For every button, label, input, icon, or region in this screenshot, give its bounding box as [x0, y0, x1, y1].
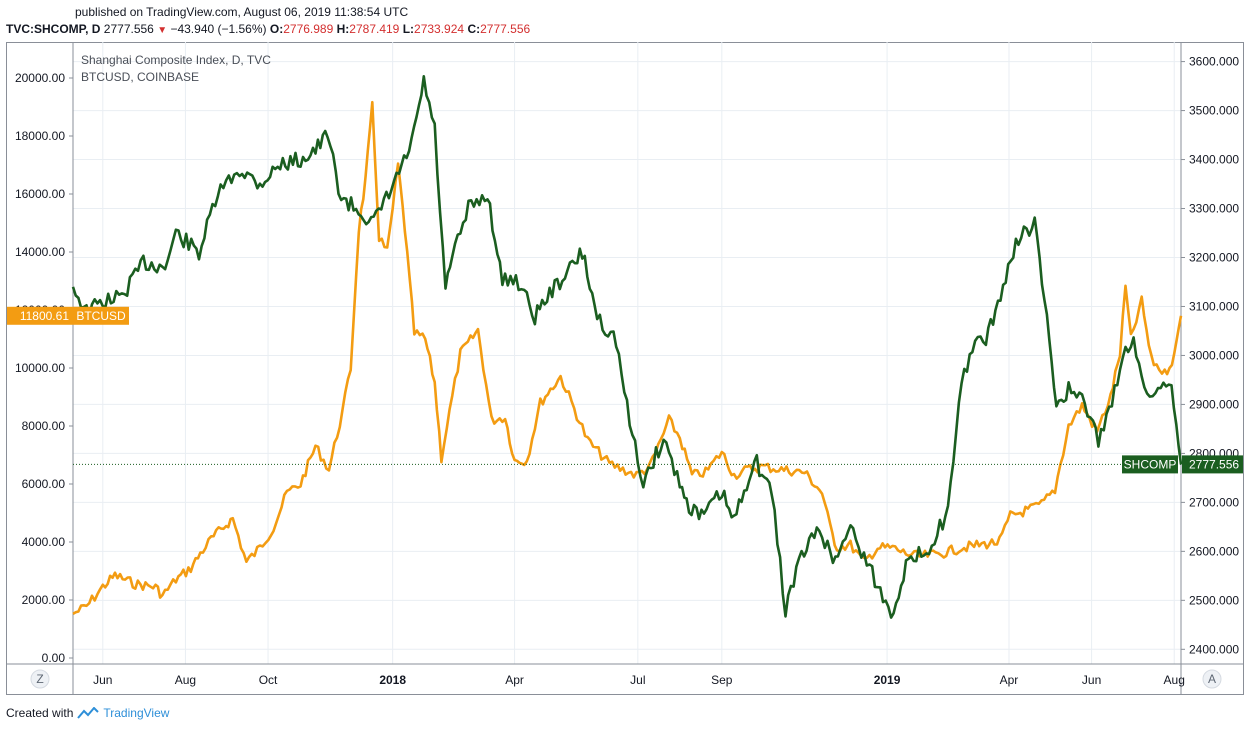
right-axis-tick-label: 2600.000	[1189, 544, 1239, 558]
right-axis-tick-label: 3500.000	[1189, 104, 1239, 118]
created-with-text: Created with	[6, 706, 74, 720]
right-axis-tick-label: 3300.000	[1189, 202, 1239, 216]
left-axis-tick-label: 6000.00	[22, 477, 66, 491]
published-line: published on TradingView.com, August 06,…	[75, 5, 409, 19]
right-axis-tick-label: 3400.000	[1189, 153, 1239, 167]
auto-scale-button[interactable]	[1202, 669, 1222, 689]
close-label: C:	[467, 22, 481, 36]
right-axis-tick-label: 3600.000	[1189, 55, 1239, 69]
close-value: 2777.556	[480, 22, 531, 36]
chart-title: Shanghai Composite Index, D, TVC	[81, 53, 271, 67]
left-axis-tick-label: 18000.00	[15, 129, 65, 143]
time-axis-tick-label: Sep	[711, 673, 733, 687]
btcusd-last-value: 11800.61	[20, 309, 69, 323]
low-label: L:	[402, 22, 415, 36]
right-axis-tick-label: 2900.000	[1189, 397, 1239, 411]
left-axis-tick-label: 0.00	[42, 651, 66, 665]
down-arrow-icon: ▼	[157, 25, 168, 36]
shcomp-symbol-tag: SHCOMP	[1124, 457, 1177, 471]
auto-scale-label: A	[1208, 672, 1216, 686]
left-axis-tick-label: 14000.00	[15, 245, 65, 259]
symbol-name[interactable]: TVC:SHCOMP, D	[6, 22, 101, 36]
low-value: 2733.924	[414, 22, 465, 36]
left-axis-tick-label: 20000.00	[15, 71, 65, 85]
tradingview-logo-icon[interactable]	[77, 707, 100, 719]
btcusd-symbol-tag-bg	[73, 306, 129, 325]
timezone-corner-label: Z	[36, 672, 43, 686]
btcusd-series-line	[72, 100, 1183, 616]
time-axis-tick-label: 2019	[874, 673, 901, 687]
left-axis-tick-label: 10000.00	[15, 361, 65, 375]
time-axis-tick-label: 2018	[379, 673, 406, 687]
left-axis-tick-label: 16000.00	[15, 187, 65, 201]
price-change: −43.940 (−1.56%)	[170, 22, 267, 36]
open-label: O:	[269, 22, 284, 36]
time-axis-tick-label: Apr	[1000, 673, 1019, 687]
right-axis-tick-label: 2700.000	[1189, 495, 1239, 509]
tradingview-brand-link[interactable]: TradingView	[103, 706, 170, 720]
left-axis-tick-label: 8000.00	[22, 419, 66, 433]
chart-border	[6, 42, 1244, 695]
open-value: 2776.989	[283, 22, 334, 36]
shcomp-symbol-tag-bg	[1122, 455, 1178, 474]
btcusd-last-value-bg	[7, 306, 73, 325]
shcomp-series-line	[71, 75, 1183, 619]
high-value: 2787.419	[349, 22, 400, 36]
last-price: 2777.556	[103, 22, 154, 36]
time-axis-tick-label: Apr	[505, 673, 524, 687]
symbol-ohlc-line: TVC:SHCOMP, D 2777.556 ▼ −43.940 (−1.56%…	[6, 22, 530, 36]
time-axis-tick-label: Aug	[1164, 673, 1185, 687]
timezone-corner-button[interactable]	[30, 669, 50, 689]
chart-area[interactable]: 0.00 2000.00 4000.00 6000.00 8000.00 10000.00…	[6, 42, 1244, 695]
right-axis-tick-label: 2400.000	[1189, 642, 1239, 656]
right-axis-tick-label: 3100.000	[1189, 299, 1239, 313]
time-axis-tick-label: Jun	[93, 673, 112, 687]
right-axis-tick-label: 2500.000	[1189, 593, 1239, 607]
high-label: H:	[336, 22, 350, 36]
right-axis-tick-label: 3200.000	[1189, 250, 1239, 264]
left-axis-tick-label: 4000.00	[22, 535, 66, 549]
right-axis-tick-label: 3000.000	[1189, 348, 1239, 362]
time-axis-tick-label: Jun	[1082, 673, 1101, 687]
time-axis-tick-label: Jul	[630, 673, 645, 687]
left-axis-tick-label: 2000.00	[22, 593, 66, 607]
chart-subtitle: BTCUSD, COINBASE	[81, 70, 199, 84]
time-axis-tick-label: Oct	[259, 673, 278, 687]
btcusd-symbol-tag: BTCUSD	[76, 309, 126, 323]
time-axis-tick-label: Aug	[175, 673, 196, 687]
shcomp-last-value: 2777.556	[1189, 457, 1239, 471]
shcomp-last-value-bg	[1182, 455, 1243, 474]
footer: Created with TradingView	[6, 706, 169, 720]
